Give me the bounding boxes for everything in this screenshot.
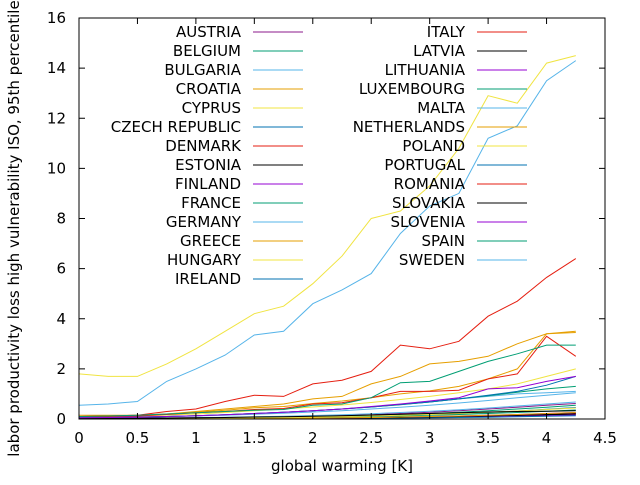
legend-item: CZECH REPUBLIC	[111, 118, 303, 136]
legend-item: IRELAND	[175, 270, 303, 288]
legend-item: LATVIA	[413, 42, 527, 60]
series-line-romania	[79, 335, 577, 417]
legend-label: BULGARIA	[164, 61, 241, 79]
y-tick-label: 14	[47, 59, 66, 77]
legend-label: LITHUANIA	[385, 61, 466, 79]
legend-item: POLAND	[402, 137, 527, 155]
x-tick-label: 1	[191, 429, 201, 447]
y-tick-label: 12	[47, 109, 66, 127]
legend-label: FINLAND	[175, 175, 241, 193]
legend-item: DENMARK	[165, 137, 303, 155]
x-tick-label: 2.5	[359, 429, 383, 447]
legend-item: ROMANIA	[394, 175, 527, 193]
y-tick-label: 10	[47, 159, 66, 177]
legend-item: HUNGARY	[167, 251, 303, 269]
series-line-sweden	[78, 60, 577, 406]
legend-label: ITALY	[427, 23, 466, 41]
legend-item: CROATIA	[176, 80, 303, 98]
legend-label: AUSTRIA	[176, 23, 242, 41]
legend-item: GREECE	[180, 232, 303, 250]
legend-label: HUNGARY	[167, 251, 242, 269]
legend-label: DENMARK	[165, 137, 242, 155]
y-axis: 0 2 4 6 8 10 12 14 16	[47, 9, 605, 428]
series-line-croatia	[78, 332, 576, 417]
series-line-malta	[78, 392, 576, 419]
legend-item: NETHERLANDS	[353, 118, 527, 136]
legend-label: CZECH REPUBLIC	[111, 118, 241, 136]
legend-item: SLOVAKIA	[392, 194, 527, 212]
legend-label: GERMANY	[166, 213, 242, 231]
legend-label: GREECE	[180, 232, 241, 250]
y-tick-label: 6	[56, 260, 66, 278]
y-tick-label: 16	[47, 9, 66, 27]
legend-label: CROATIA	[176, 80, 242, 98]
x-tick-label: 3	[425, 429, 435, 447]
series-lines	[78, 55, 577, 420]
legend-label: NETHERLANDS	[353, 118, 465, 136]
legend-label: LATVIA	[413, 42, 466, 60]
legend-item: FINLAND	[175, 175, 303, 193]
series-line-hungary	[78, 55, 576, 377]
legend: AUSTRIABELGIUMBULGARIACROATIACYPRUSCZECH…	[111, 23, 527, 288]
x-tick-label: 0.5	[126, 429, 150, 447]
legend-label: SLOVENIA	[390, 213, 465, 231]
series-line-spain	[78, 344, 576, 417]
legend-item: CYPRUS	[182, 99, 303, 117]
legend-label: FRANCE	[181, 194, 241, 212]
series-line-slovenia	[78, 375, 576, 419]
legend-item: LUXEMBOURG	[359, 80, 527, 98]
x-tick-label: 3.5	[476, 429, 500, 447]
legend-item: ESTONIA	[175, 156, 303, 174]
legend-label: MALTA	[417, 99, 465, 117]
y-axis-title: labor productivity loss high vulnerabili…	[5, 0, 23, 456]
legend-item: FRANCE	[181, 194, 303, 212]
legend-label: ESTONIA	[175, 156, 242, 174]
legend-item: MALTA	[417, 99, 527, 117]
legend-label: CYPRUS	[182, 99, 241, 117]
legend-label: SPAIN	[421, 232, 465, 250]
y-tick-label: 4	[56, 310, 66, 328]
legend-item: SLOVENIA	[390, 213, 527, 231]
legend-label: ROMANIA	[394, 175, 466, 193]
legend-item: LITHUANIA	[385, 61, 527, 79]
x-tick-label: 1.5	[242, 429, 266, 447]
y-tick-label: 8	[56, 210, 66, 228]
legend-item: PORTUGAL	[384, 156, 527, 174]
legend-item: SPAIN	[421, 232, 527, 250]
legend-label: SWEDEN	[399, 251, 465, 269]
x-axis: 0 0.5 1 1.5 2 2.5 3 3.5 4 4.5	[74, 18, 617, 447]
legend-item: SWEDEN	[399, 251, 527, 269]
series-line-italy	[78, 258, 577, 417]
x-tick-label: 4.5	[593, 429, 617, 447]
x-axis-title: global warming [K]	[271, 457, 413, 475]
series-line-slovakia	[79, 410, 576, 419]
x-tick-label: 0	[74, 429, 84, 447]
legend-item: GERMANY	[166, 213, 303, 231]
y-tick-label: 2	[56, 360, 66, 378]
legend-item: BULGARIA	[164, 61, 303, 79]
y-tick-label: 0	[56, 410, 66, 428]
legend-label: LUXEMBOURG	[359, 80, 465, 98]
legend-label: BELGIUM	[173, 42, 241, 60]
x-tick-label: 2	[308, 429, 318, 447]
legend-item: BELGIUM	[173, 42, 303, 60]
legend-label: PORTUGAL	[384, 156, 465, 174]
legend-label: IRELAND	[175, 270, 241, 288]
legend-label: POLAND	[402, 137, 465, 155]
legend-item: AUSTRIA	[176, 23, 303, 41]
legend-label: SLOVAKIA	[392, 194, 466, 212]
x-tick-label: 4	[542, 429, 552, 447]
legend-item: ITALY	[427, 23, 527, 41]
